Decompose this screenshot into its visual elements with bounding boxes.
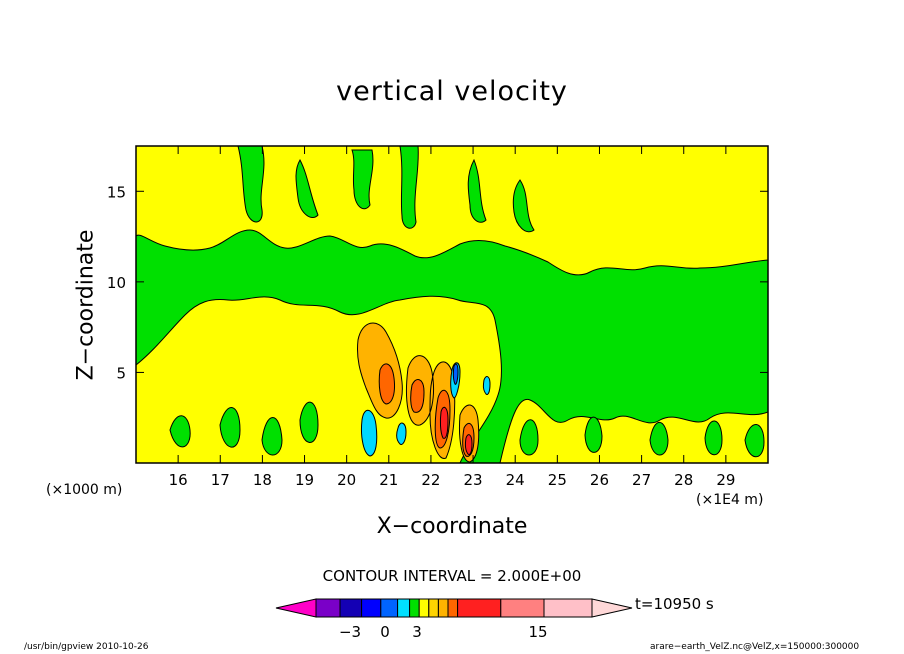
y-axis: 5 10 15 [107,183,768,382]
colorbar-segment [428,598,439,618]
field-yellow-right-lower [499,398,768,463]
x-tick-label: 17 [211,471,230,489]
y-tick-label: 10 [107,274,126,292]
colorbar-segment [500,598,545,618]
colorbar-extend-low [275,598,317,618]
colorbar-extend-high [591,598,633,618]
x-tick-label: 29 [716,471,735,489]
field-cyan-downdraft [361,362,491,457]
field-green-upper-streaks [237,146,535,233]
colorbar-segment [397,598,411,618]
x-tick-label: 25 [548,471,567,489]
x-axis: 16 17 18 19 20 21 22 23 24 25 26 27 28 29 [169,146,735,489]
colorbar-segment [315,598,341,618]
x-axis-label: X−coordinate [376,514,528,539]
contour-interval-label: CONTOUR INTERVAL = 2.000E+00 [322,567,582,585]
colorbar-segment [447,598,459,618]
x-tick-label: 24 [506,471,525,489]
x-tick-label: 26 [590,471,609,489]
colorbar-tick-label: 15 [528,623,547,641]
x-tick-label: 21 [379,471,398,489]
colorbar-segment [409,598,420,618]
plot-frame [135,145,769,464]
x-unit-label: (×1E4 m) [696,492,764,508]
colorbar-segment [339,598,363,618]
colorbar-tick-label: −3 [339,623,361,641]
y-tick-label: 15 [107,183,126,201]
x-tick-label: 16 [169,471,188,489]
colorbar-tick-label: 3 [412,623,422,641]
x-tick-label: 28 [674,471,693,489]
contour-field [136,146,768,463]
colorbar-tick-label: 0 [380,623,390,641]
x-tick-label: 22 [421,471,440,489]
x-tick-label: 27 [632,471,651,489]
field-green-lower-patches [169,401,765,458]
footer-program-date: /usr/bin/gpview 2010-10-26 [24,642,149,652]
x-tick-label: 18 [253,471,272,489]
colorbar-segment [361,598,382,618]
field-deep-orange-core [378,363,475,457]
field-red-core [439,406,473,455]
x-tick-label: 23 [464,471,483,489]
field-yellow-upper [136,146,768,276]
time-label: t=10950 s [635,595,714,613]
x-tick-label: 20 [337,471,356,489]
colorbar-segment [457,598,502,618]
footer-source: arare−earth_VelZ.nc@VelZ,x=150000:300000 [650,642,860,652]
y-unit-label: (×1000 m) [46,482,123,498]
x-tick-label: 19 [295,471,314,489]
field-blue-downdraft [452,363,459,385]
colorbar-segment [418,598,430,618]
colorbar: −3 0 3 15 [275,598,633,641]
colorbar-segment [380,598,399,618]
chart-title: vertical velocity [336,76,568,107]
colorbar-segment [437,598,449,618]
y-axis-label: Z−coordinate [73,229,99,381]
y-tick-label: 5 [116,364,126,382]
colorbar-segment [543,598,593,618]
